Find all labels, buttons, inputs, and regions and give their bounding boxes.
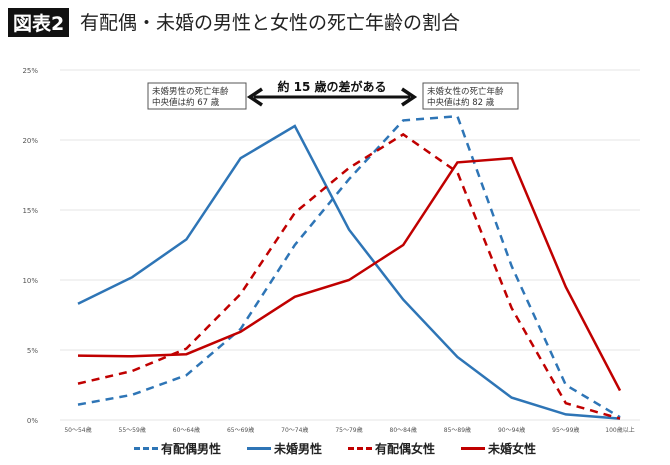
x-tick-label: 60～64歳 bbox=[173, 426, 200, 434]
annotation-left-line2: 中央値は約 67 歳 bbox=[152, 97, 220, 108]
arrow-label: 約 15 歳の差がある bbox=[277, 79, 386, 94]
x-tick-label: 55～59歳 bbox=[119, 426, 146, 434]
legend-item: 未婚女性 bbox=[461, 440, 536, 457]
legend-item: 有配偶男性 bbox=[133, 440, 221, 457]
x-tick-label: 75～79歳 bbox=[335, 426, 362, 434]
y-tick-label: 15% bbox=[22, 207, 38, 215]
legend: 有配偶男性 未婚男性 有配偶女性 未婚女性 bbox=[0, 440, 670, 457]
x-tick-label: 65～69歳 bbox=[227, 426, 254, 434]
y-tick-label: 0% bbox=[27, 417, 38, 425]
figure-badge: 図表2 bbox=[8, 8, 70, 37]
y-tick-label: 5% bbox=[27, 347, 38, 355]
legend-item: 有配偶女性 bbox=[348, 440, 435, 457]
legend-swatch bbox=[133, 447, 158, 450]
series-line-2 bbox=[77, 132, 621, 420]
arrow-head-left bbox=[246, 87, 263, 107]
legend-swatch bbox=[348, 447, 372, 450]
y-tick-label: 25% bbox=[22, 67, 38, 75]
legend-label: 未婚男性 bbox=[273, 442, 322, 456]
y-tick-label: 20% bbox=[22, 137, 38, 145]
annotation-box-left bbox=[147, 82, 247, 110]
annotation-right-line1: 未婚女性の死亡年齢 bbox=[427, 86, 504, 97]
series-line-1 bbox=[77, 124, 621, 420]
legend-label: 未婚女性 bbox=[488, 442, 537, 456]
x-tick-label: 70～74歳 bbox=[281, 426, 308, 434]
annotation-box-right bbox=[422, 82, 519, 110]
legend-item: 未婚男性 bbox=[246, 440, 322, 457]
annotation-left-line1: 未婚男性の死亡年齢 bbox=[152, 86, 229, 97]
x-tick-label: 85～89歳 bbox=[444, 426, 471, 434]
series-line-0 bbox=[77, 114, 621, 419]
y-tick-label: 10% bbox=[22, 277, 38, 285]
series-line-3 bbox=[77, 156, 622, 392]
legend-label: 有配偶男性 bbox=[160, 442, 221, 456]
x-tick-label: 90～94歳 bbox=[498, 426, 525, 434]
x-tick-label: 95～99歳 bbox=[552, 426, 579, 434]
legend-swatch bbox=[246, 447, 271, 450]
chart-title: 有配偶・未婚の男性と女性の死亡年齢の割合 bbox=[80, 12, 461, 34]
arrow-head-right bbox=[401, 87, 418, 107]
x-tick-label: 50～54歳 bbox=[64, 426, 91, 434]
legend-label: 有配偶女性 bbox=[375, 442, 436, 456]
annotation-right-line2: 中央値は約 82 歳 bbox=[427, 97, 495, 108]
x-tick-label: 100歳以上 bbox=[605, 426, 634, 434]
legend-swatch bbox=[461, 447, 486, 450]
x-tick-label: 80～84歳 bbox=[390, 426, 417, 434]
